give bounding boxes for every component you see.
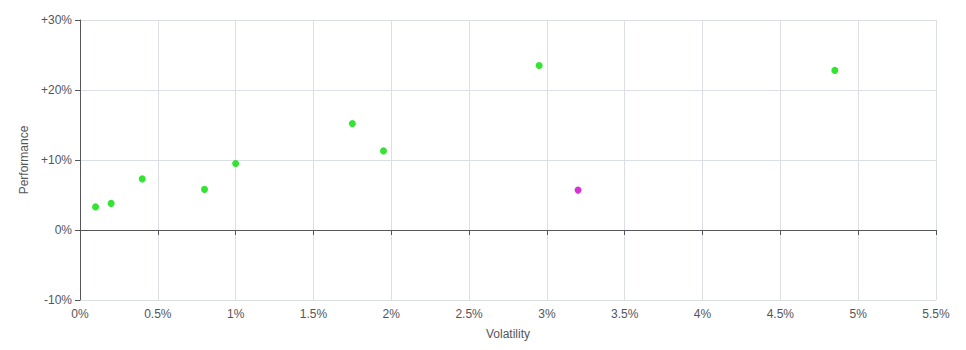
svg-text:-10%: -10%: [44, 293, 72, 307]
svg-text:4.5%: 4.5%: [767, 307, 795, 321]
svg-text:5.5%: 5.5%: [922, 307, 950, 321]
svg-text:1.5%: 1.5%: [300, 307, 328, 321]
svg-text:Volatility: Volatility: [486, 327, 530, 341]
svg-text:+10%: +10%: [41, 153, 72, 167]
svg-text:Performance: Performance: [17, 125, 31, 194]
svg-text:4%: 4%: [694, 307, 712, 321]
svg-text:3%: 3%: [538, 307, 556, 321]
svg-text:2.5%: 2.5%: [455, 307, 483, 321]
svg-text:1%: 1%: [227, 307, 245, 321]
svg-text:2%: 2%: [383, 307, 401, 321]
svg-text:5%: 5%: [850, 307, 868, 321]
svg-text:3.5%: 3.5%: [611, 307, 639, 321]
svg-text:+20%: +20%: [41, 83, 72, 97]
svg-text:+30%: +30%: [41, 13, 72, 27]
svg-text:0%: 0%: [55, 223, 73, 237]
svg-text:0.5%: 0.5%: [144, 307, 172, 321]
svg-text:0%: 0%: [71, 307, 89, 321]
